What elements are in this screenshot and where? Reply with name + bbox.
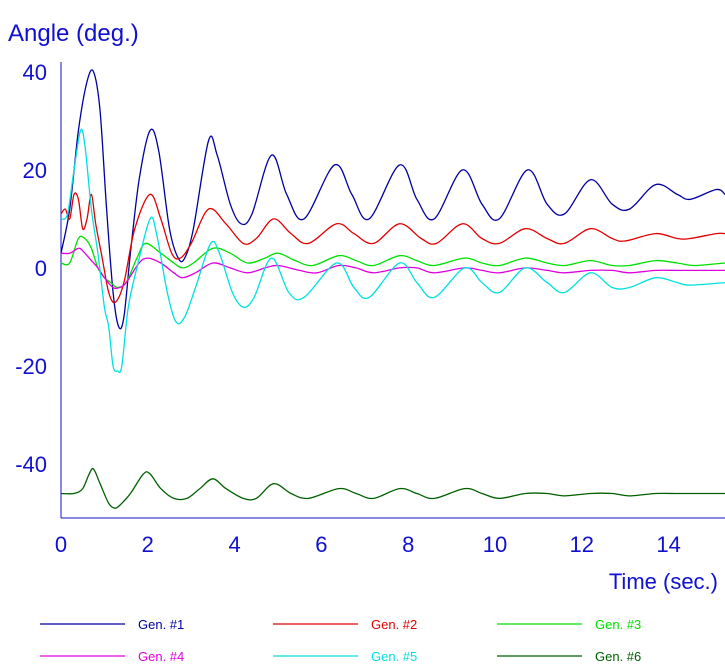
legend-item: Gen. #5	[273, 649, 417, 664]
y-tick-label: -40	[15, 452, 47, 477]
series-lines	[61, 70, 725, 508]
legend-item: Gen. #1	[40, 617, 184, 632]
series-line-gen-6	[61, 469, 725, 509]
legend: Gen. #1 Gen. #2 Gen. #3 Gen. #4 Gen. #5 Gen. …	[40, 617, 641, 664]
legend-label: Gen. #3	[595, 617, 641, 632]
x-tick-label: 10	[483, 532, 507, 557]
legend-item: Gen. #2	[273, 617, 417, 632]
x-axis-ticks: 0 2 4 6 8 10 12 14	[55, 532, 681, 557]
y-axis-label: Angle (deg.)	[8, 20, 139, 47]
legend-label: Gen. #6	[595, 649, 641, 664]
legend-label: Gen. #2	[371, 617, 417, 632]
x-tick-label: 6	[315, 532, 327, 557]
y-tick-label: 20	[23, 158, 47, 183]
y-tick-label: -20	[15, 354, 47, 379]
legend-item: Gen. #6	[497, 649, 641, 664]
series-line-gen-3	[61, 236, 725, 287]
series-line-gen-1	[61, 70, 725, 329]
x-tick-label: 2	[142, 532, 154, 557]
x-tick-label: 4	[228, 532, 240, 557]
x-tick-label: 0	[55, 532, 67, 557]
x-tick-label: 12	[570, 532, 594, 557]
y-tick-label: 0	[35, 256, 47, 281]
x-tick-label: 14	[656, 532, 680, 557]
y-tick-label: 40	[23, 60, 47, 85]
legend-label: Gen. #1	[138, 617, 184, 632]
legend-item: Gen. #4	[40, 649, 184, 664]
x-axis-label: Time (sec.)	[609, 569, 718, 594]
x-tick-label: 8	[402, 532, 414, 557]
legend-label: Gen. #5	[371, 649, 417, 664]
y-axis-ticks: 40 20 0 -20 -40	[15, 60, 47, 477]
legend-label: Gen. #4	[138, 649, 184, 664]
legend-item: Gen. #3	[497, 617, 641, 632]
series-line-gen-2	[61, 193, 725, 303]
